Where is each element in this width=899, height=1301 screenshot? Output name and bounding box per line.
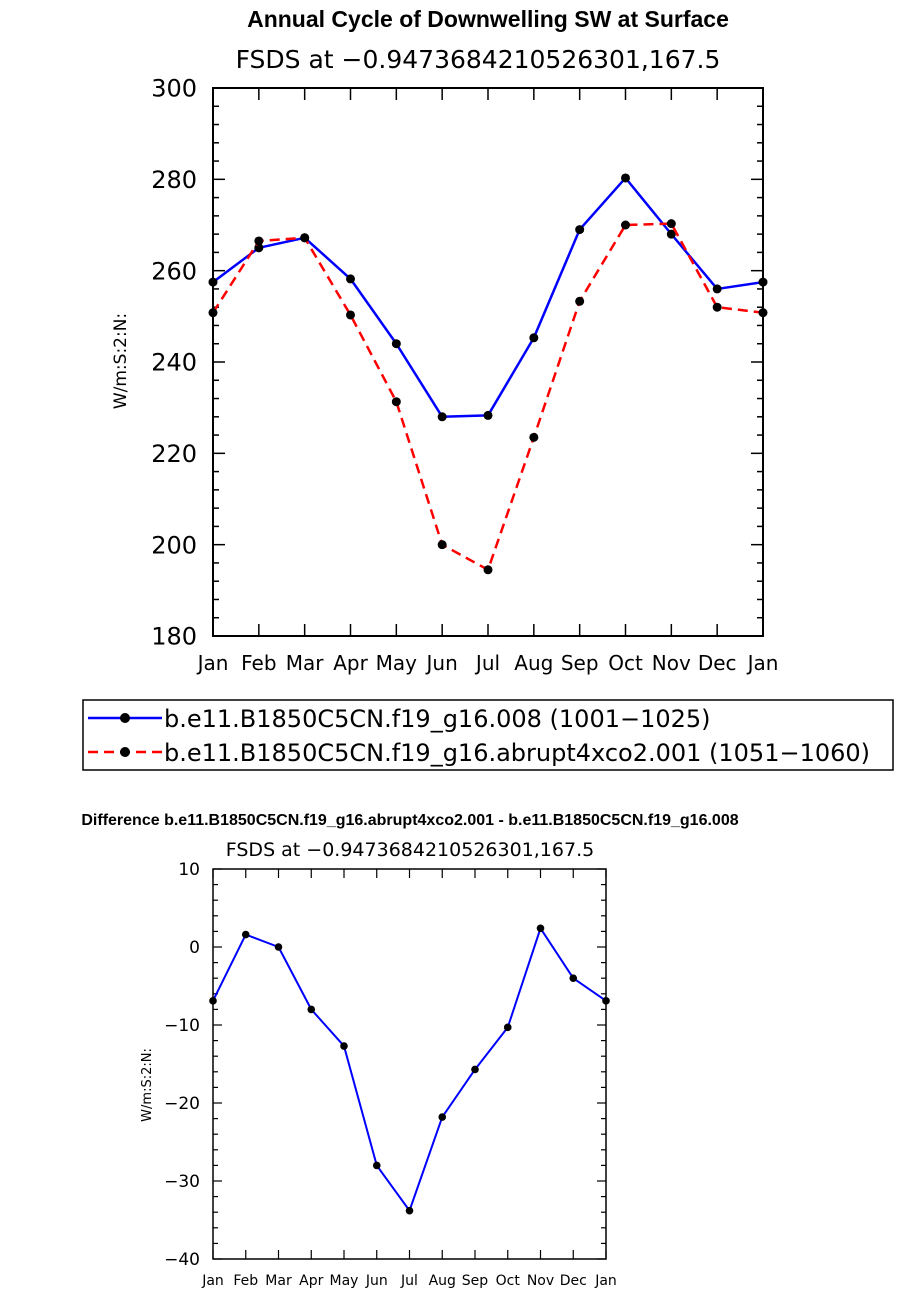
top-series-1-point [483,410,493,420]
bottom-chart-subtitle: FSDS at −0.9473684210526301,167.5 [226,839,594,861]
top-chart-title: Annual Cycle of Downwelling SW at Surfac… [247,6,729,32]
legend-marker-series-1 [120,713,130,723]
bottom-xtick-label: Sep [462,1273,489,1289]
top-ytick-label: 280 [151,166,197,194]
top-series-1-point [575,225,585,235]
top-series-2-point [391,397,401,407]
top-series-2-point [300,233,310,243]
top-xtick-label: Jan [746,651,779,675]
top-series-2-point [208,308,218,318]
top-series-1-point [391,339,401,349]
top-series-2-point [346,310,355,320]
top-xtick-label: Mar [286,651,325,675]
legend-marker-series-2 [120,747,130,757]
top-ytick-label: 260 [151,257,197,285]
bottom-series-1-point [503,1023,512,1032]
bottom-series-1-line [212,927,607,1212]
bottom-series-1-point [274,943,283,951]
top-series-1-point [712,284,722,294]
bottom-series-1-point [307,1005,316,1014]
bottom-xtick-label: Jan [594,1273,617,1289]
top-ytick-label: 180 [151,623,197,651]
legend-label-series-1: b.e11.B1850C5CN.f19_g16.008 (1001−1025) [164,705,711,733]
bottom-series-1-point [241,930,250,939]
bottom-xtick-label: Jan [201,1273,224,1289]
bottom-xtick-label: Apr [299,1273,323,1289]
bottom-xtick-label: Jun [365,1273,388,1289]
bottom-series-1-point [569,974,578,982]
top-series-1-point [666,229,676,239]
top-plot-area: Jan Feb Mar Apr May Jun Jul Aug Sep Oct Nov Dec Jan1… [151,75,778,675]
bottom-xtick-label: Jul [400,1273,418,1289]
top-series-2-point [666,219,676,229]
top-xtick-label: Aug [514,651,553,675]
top-series-1-point [529,333,539,343]
top-series-2-line [211,222,764,572]
top-xtick-label: Jul [474,651,500,675]
bottom-ytick-label: −20 [164,1094,200,1114]
legend-box [82,699,894,771]
top-chart-ylabel: W/m:S:2:N: [111,313,131,409]
top-series-2-point [621,220,630,230]
top-series-2-point [529,432,539,442]
bottom-series-1-point [602,997,610,1005]
bottom-xtick-label: Aug [429,1273,456,1289]
top-series-2-point [575,296,585,306]
top-xtick-label: Apr [333,651,368,675]
top-xtick-label: Feb [241,651,276,675]
top-series-1-point [437,412,447,422]
top-xtick-label: Dec [698,651,737,675]
top-series-1-point [208,277,218,287]
bottom-series-1-point [438,1113,447,1121]
legend: b.e11.B1850C5CN.f19_g16.008 (1001−1025) … [82,699,894,771]
bottom-series-1-point [405,1206,414,1215]
top-xtick-label: Sep [561,651,599,675]
top-xtick-label: Jun [425,651,458,675]
bottom-chart-title: Difference b.e11.B1850C5CN.f19_g16.abrup… [81,812,738,829]
bottom-xtick-label: Feb [233,1273,258,1289]
top-ytick-label: 200 [151,531,197,559]
bottom-series-1-point [536,924,545,933]
top-ytick-label: 300 [151,75,197,103]
top-ytick-label: 220 [151,440,197,468]
bottom-chart-ylabel: W/m:S:2:N: [140,1048,155,1122]
bottom-ytick-label: −30 [164,1172,200,1192]
bottom-ytick-label: 10 [178,860,200,880]
bottom-xtick-label: Dec [560,1273,587,1289]
top-series-1-point [621,173,630,183]
bottom-series-1-point [209,997,217,1005]
top-xtick-label: May [376,651,418,675]
top-series-2-point [712,302,722,312]
top-series-2-point [758,308,768,318]
bottom-xtick-label: Oct [496,1273,521,1289]
top-ytick-label: 240 [151,349,197,377]
bottom-ytick-label: 0 [189,938,200,958]
bottom-series-1-point [340,1042,348,1050]
top-xtick-label: Nov [652,651,691,675]
top-series-2-point [483,565,493,575]
top-series-1-point [346,274,355,284]
bottom-plot-area: Jan Feb Mar Apr May Jun Jul Aug Sep Oct Nov Dec Jan−… [164,860,617,1289]
bottom-xtick-label: Mar [265,1273,292,1289]
top-series-1-line [212,176,764,419]
top-chart: Annual Cycle of Downwelling SW at Surfac… [111,6,778,675]
bottom-series-1-point [372,1161,381,1170]
top-chart-subtitle: FSDS at −0.9473684210526301,167.5 [236,45,721,74]
top-series-2-point [437,540,447,550]
bottom-xtick-label: May [330,1273,359,1289]
top-series-1-point [758,277,768,287]
bottom-series-1-point [471,1065,479,1074]
top-series-2-point [254,236,264,246]
top-xtick-label: Oct [608,651,643,675]
bottom-frame [212,868,607,1260]
bottom-xtick-label: Nov [527,1273,554,1289]
bottom-ytick-label: −40 [164,1250,200,1270]
bottom-ytick-label: −10 [164,1016,200,1036]
top-frame [212,87,764,637]
legend-label-series-2: b.e11.B1850C5CN.f19_g16.abrupt4xco2.001 … [164,739,870,767]
bottom-chart: Difference b.e11.B1850C5CN.f19_g16.abrup… [81,812,738,1289]
top-xtick-label: Jan [196,651,229,675]
